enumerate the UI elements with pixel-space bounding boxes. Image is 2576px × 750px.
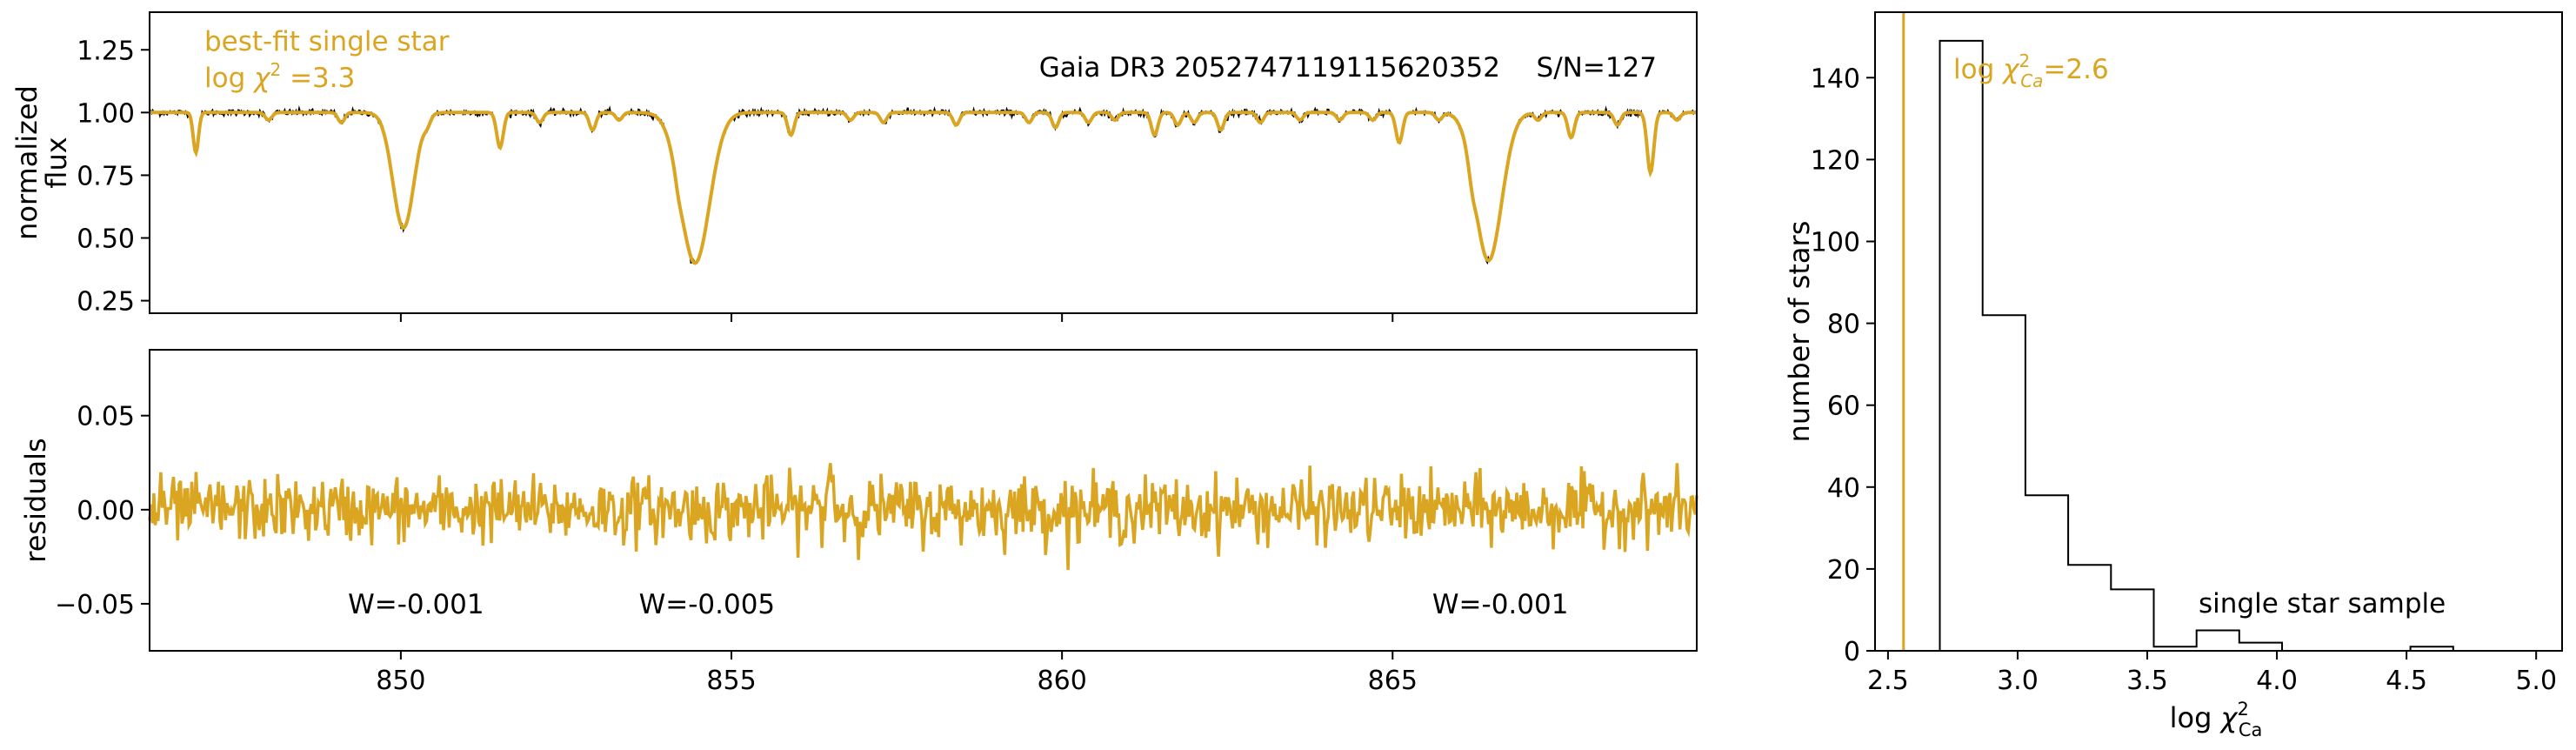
residuals-ytick-label: 0.00 [77,496,135,526]
spectrum-ylabel-line1: normalized [10,85,43,240]
single-star-sample-label: single star sample [2199,588,2446,619]
histogram-ytick-label: 60 [1827,392,1860,422]
equivalent-width-label: W=-0.005 [639,589,776,620]
histogram-ytick-label: 80 [1827,310,1860,340]
residuals-line [148,463,1698,570]
spectrum-ytick-label: 0.50 [77,224,135,255]
residuals-ytick-label: 0.05 [77,402,135,432]
histogram-xtick-label: 3.0 [1997,666,2039,696]
histogram-marker-label: log χ2 Ca=2.6 [1953,50,2109,91]
equivalent-width-label: W=-0.001 [1432,589,1569,620]
histogram-ytick-label: 20 [1827,555,1860,586]
residuals-ylabel: residuals [19,438,52,562]
residuals-xtick-label: 855 [706,666,756,696]
histogram-axes-frame [1874,11,2563,652]
residuals-annotations: W=-0.001 W=-0.005 W=-0.001 [348,589,1568,620]
spectrum-ylabel-line2: flux [40,137,73,188]
histogram-xtick-label: 3.5 [2126,666,2168,696]
histogram-ylabel: number of stars [1783,221,1816,443]
star-id-title: Gaia DR3 2052747119115620352 [1039,52,1500,84]
histogram-x-ticks: 2.5 3.0 3.5 4.0 4.5 5.0 [1867,651,2557,696]
spectrum-ytick-label: 0.25 [77,287,135,318]
histogram-xlabel: log χ2 Ca [2170,699,2263,740]
histogram-ytick-label: 40 [1827,473,1860,504]
histogram-ytick-label: 0 [1844,637,1860,667]
histogram-plot-area [1902,12,2454,652]
residuals-panel: −0.050.000.05 850 855 860 865 W=-0.001 W=-0.… [19,349,1698,696]
residuals-xtick-label: 865 [1368,666,1418,696]
histogram-y-ticks: 0 20 40 60 80 100 120 140 [1811,64,1875,667]
spectrum-panel: 0.25 0.50 0.75 1.00 1.25 normalized flux bes… [10,11,1698,322]
histogram-xtick-label: 2.5 [1867,666,1909,696]
spectrum-x-ticks [399,313,1394,322]
residuals-ytick-label: −0.05 [55,590,135,620]
spectrum-axes-frame [149,11,1698,314]
histogram-panel: 0 20 40 60 80 100 120 140 2.5 3.0 3.5 4.0 4.5 5.0 nu… [1783,11,2563,740]
residuals-xtick-label: 860 [1038,666,1087,696]
histogram-ytick-label: 120 [1811,145,1860,176]
histogram-ytick-label: 100 [1811,227,1860,258]
spectrum-ytick-label: 1.25 [77,36,135,66]
legend-chi2-label: log χ2 =3.3 [204,59,355,94]
equivalent-width-label: W=-0.001 [348,589,484,620]
histogram-xtick-label: 4.0 [2256,666,2298,696]
residuals-x-ticks: 850 855 860 865 [376,651,1418,696]
histogram-ytick-label: 140 [1811,64,1860,94]
histogram-xtick-label: 4.5 [2386,666,2427,696]
residuals-axes-frame [149,349,1698,652]
spectrum-plot-area [149,105,1698,265]
spectrum-ytick-label: 0.75 [77,161,135,191]
histogram-xtick-label: 5.0 [2515,666,2557,696]
legend-best-fit-label: best-fit single star [204,26,450,57]
snr-label: S/N=127 [1537,52,1657,84]
histogram-step-outline [1939,39,2454,652]
spectrum-ytick-label: 1.00 [77,98,135,129]
best-fit-spectrum-line [150,110,1697,265]
residuals-xtick-label: 850 [376,666,425,696]
residuals-y-ticks: −0.05 0.00 0.05 [55,402,150,620]
spectrum-y-ticks: 0.25 0.50 0.75 1.00 1.25 [77,36,150,318]
residuals-plot-area [148,463,1698,570]
